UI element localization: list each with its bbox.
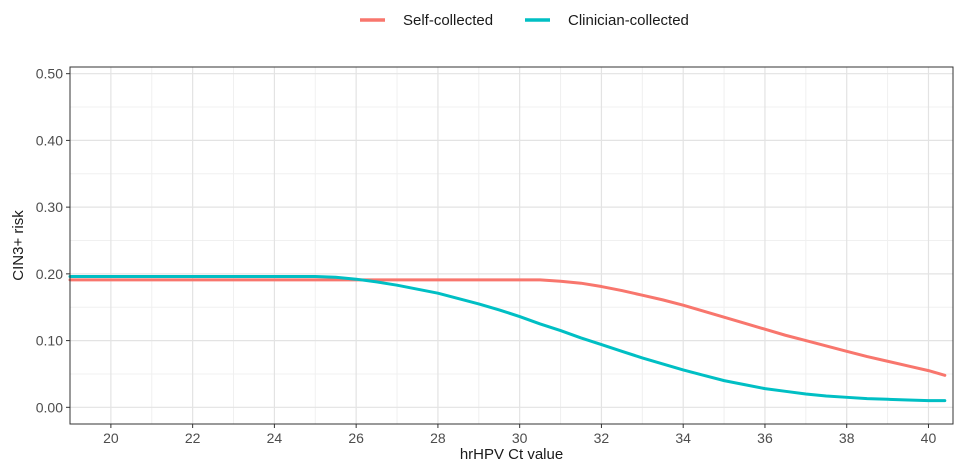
y-tick-label: 0.40: [36, 132, 63, 148]
minor-gridlines: [70, 67, 953, 424]
x-tick-label: 22: [185, 430, 201, 446]
legend-label-clinician-collected: Clinician-collected: [568, 12, 689, 29]
series-layer: [68, 275, 947, 403]
x-tick-label: 24: [267, 430, 283, 446]
x-tick-label: 26: [348, 430, 364, 446]
major-gridlines: [70, 67, 953, 424]
plot-border: [69, 66, 954, 425]
y-tick-label: 0.30: [36, 199, 63, 215]
x-tick-label: 38: [839, 430, 855, 446]
x-axis: 20 22 24 26 28 30 32 34 36 38 40: [103, 424, 936, 446]
x-tick-label: 30: [512, 430, 528, 446]
y-tick-label: 0.00: [36, 399, 63, 415]
x-tick-label: 20: [103, 430, 119, 446]
x-tick-label: 40: [921, 430, 937, 446]
series-line-self-collected: [68, 278, 947, 377]
legend-label-self-collected: Self-collected: [403, 12, 493, 29]
y-axis-title: CIN3+ risk: [10, 210, 27, 281]
plot-panel: [70, 67, 953, 424]
x-tick-label: 34: [675, 430, 691, 446]
y-tick-label: 0.10: [36, 333, 63, 349]
series-line-clinician-collected: [68, 275, 947, 403]
y-tick-label: 0.50: [36, 66, 63, 82]
y-tick-label: 0.20: [36, 266, 63, 282]
y-axis: 0.00 0.10 0.20 0.30 0.40 0.50: [36, 66, 70, 415]
legend: Self-collected Clinician-collected: [360, 12, 689, 29]
x-tick-label: 32: [594, 430, 610, 446]
x-axis-title: hrHPV Ct value: [460, 446, 563, 463]
x-tick-label: 36: [757, 430, 773, 446]
x-tick-label: 28: [430, 430, 446, 446]
